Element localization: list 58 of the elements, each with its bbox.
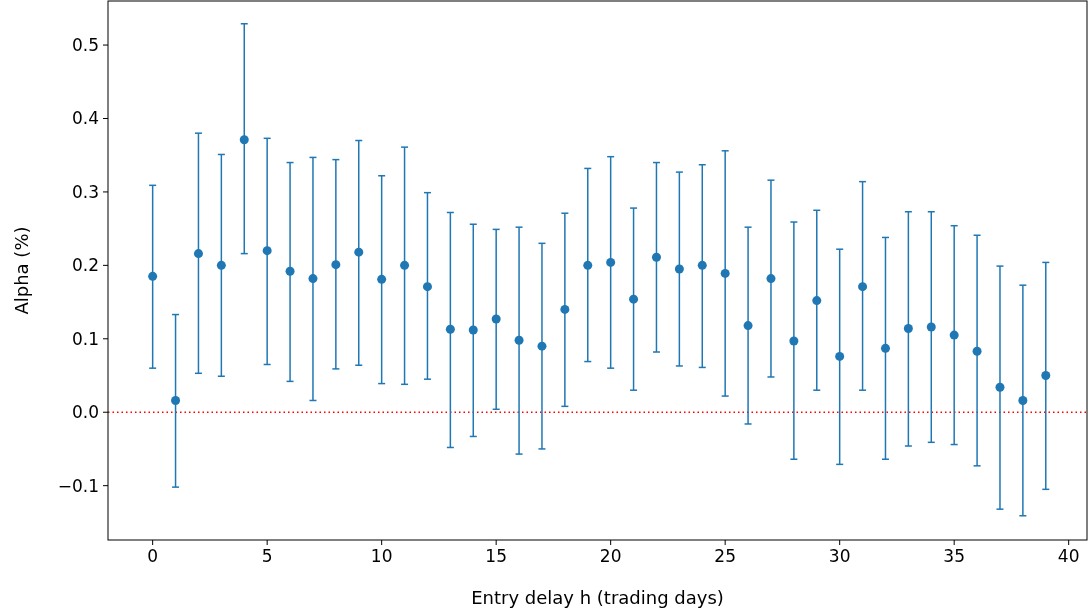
point <box>1041 371 1051 381</box>
point <box>629 294 639 304</box>
point <box>606 257 616 267</box>
y-tick-label: 0.1 <box>71 328 99 349</box>
point <box>285 266 295 276</box>
point <box>491 314 501 324</box>
point <box>880 343 890 353</box>
point <box>262 246 272 256</box>
y-tick-label: 0.3 <box>71 181 99 202</box>
y-tick-label: 0.5 <box>71 35 99 56</box>
y-tick-label: 0.4 <box>71 108 99 129</box>
point <box>148 271 158 281</box>
point <box>743 321 753 331</box>
x-tick-label: 35 <box>943 546 965 566</box>
point <box>560 304 570 314</box>
point <box>949 330 959 340</box>
point <box>812 296 822 306</box>
point <box>1018 395 1028 405</box>
point <box>514 335 524 345</box>
point <box>445 324 455 334</box>
y-axis-title: Alpha (%) <box>11 226 32 315</box>
point <box>537 341 547 351</box>
point <box>926 322 936 332</box>
point <box>422 282 432 292</box>
point <box>835 351 845 361</box>
point <box>583 260 593 270</box>
point <box>239 135 249 145</box>
point <box>972 346 982 356</box>
x-tick-label: 0 <box>147 546 159 566</box>
point <box>308 274 318 284</box>
point <box>720 268 730 278</box>
point <box>171 395 181 405</box>
point <box>468 325 478 335</box>
point <box>354 247 364 257</box>
point <box>377 274 387 284</box>
x-tick-label: 40 <box>1057 546 1080 566</box>
point <box>789 336 799 346</box>
point <box>674 264 684 274</box>
point <box>400 260 410 270</box>
y-tick-label: 0.0 <box>71 402 99 423</box>
y-tick-label: 0.2 <box>71 255 99 276</box>
x-tick-label: 25 <box>714 546 736 566</box>
point <box>193 249 203 259</box>
point <box>697 260 707 270</box>
y-tick-label: −0.1 <box>57 475 99 496</box>
point <box>858 282 868 292</box>
point <box>216 260 226 270</box>
x-tick-label: 20 <box>599 546 622 566</box>
x-tick-label: 30 <box>828 546 851 566</box>
x-tick-label: 5 <box>261 546 273 566</box>
point <box>995 382 1005 392</box>
point <box>903 324 913 334</box>
x-tick-label: 15 <box>485 546 507 566</box>
x-tick-label: 10 <box>370 546 393 566</box>
x-axis-title: Entry delay h (trading days) <box>471 587 724 608</box>
point <box>651 252 661 262</box>
point <box>331 260 341 270</box>
point <box>766 274 776 284</box>
